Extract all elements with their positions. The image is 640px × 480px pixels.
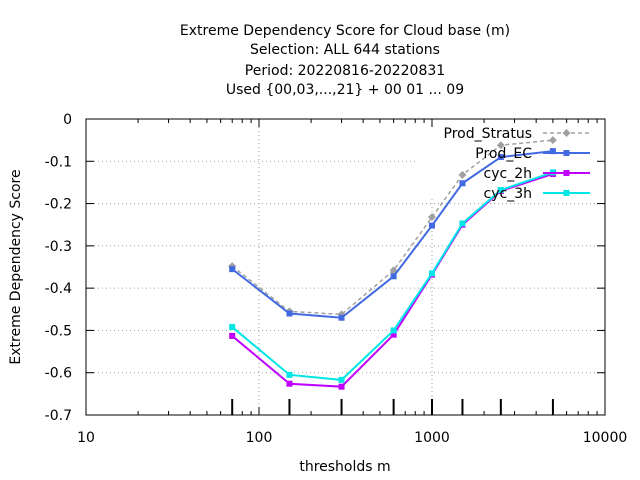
y-tick-label: -0.4 [45,281,72,297]
data-point [390,331,397,338]
y-tick-label: 0 [63,112,72,128]
series-prod-stratus [228,136,557,319]
chart-title: Extreme Dependency Score for Cloud base … [180,23,510,98]
data-point [429,270,435,277]
data-point [390,273,397,280]
data-point [286,371,293,378]
legend: Prod_Stratus Prod_EC cyc_2h cyc_3h [444,126,590,202]
y-tick-label: -0.2 [45,197,72,213]
plot-frame [85,118,606,416]
series-line [231,173,554,388]
legend-label: Prod_Stratus [444,126,532,142]
data-point [229,332,236,339]
y-tick-label: -0.1 [45,154,72,170]
legend-label: cyc_2h [484,166,532,182]
data-point [459,180,466,187]
series-prod-ec [229,148,556,321]
data-point [496,141,505,150]
x-tick-label: 10 [77,430,95,446]
legend-marker [562,129,571,137]
series-line [231,139,553,316]
grid [86,119,605,415]
data-point [548,136,557,145]
x-tick-label: 1000 [414,430,450,446]
data-point [428,213,436,222]
data-point [286,380,293,387]
series-line [231,150,554,319]
legend-marker [563,150,570,156]
x-axis-label: thresholds m [299,459,390,475]
data-point [429,222,435,229]
data-point [229,266,236,273]
data-point [338,383,345,390]
data-point [338,376,345,383]
legend-label: cyc_3h [484,186,532,202]
data-point [549,148,556,155]
series-layer [228,136,557,390]
axes: 0 -0.1 -0.2 -0.3 -0.4 -0.5 -0.6 -0.7 10 100 1000 10… [45,112,628,446]
data-point [459,220,466,227]
title-line-2: Selection: ALL 644 stations [250,42,440,58]
y-tick-label: -0.7 [45,408,72,424]
data-point [497,187,504,194]
data-point [497,154,504,161]
data-point [458,170,467,179]
legend-marker [563,170,570,176]
title-line-1: Extreme Dependency Score for Cloud base … [180,23,510,39]
y-tick-label: -0.5 [45,323,72,339]
title-line-4: Used {00,03,...,21} + 00 01 ... 09 [226,82,464,98]
data-point [229,324,236,331]
series-line [231,171,554,381]
data-point [286,310,293,317]
legend-marker [563,190,570,196]
data-point [390,327,397,334]
y-axis-label: Extreme Dependency Score [8,169,24,364]
x-tick-label: 10000 [583,430,628,446]
y-tick-label: -0.3 [45,239,72,255]
data-point [338,314,345,321]
legend-label: Prod_EC [475,146,532,162]
title-line-3: Period: 20220816-20220831 [245,63,445,79]
x-tick-label: 100 [246,430,273,446]
y-tick-label: -0.6 [45,366,72,382]
